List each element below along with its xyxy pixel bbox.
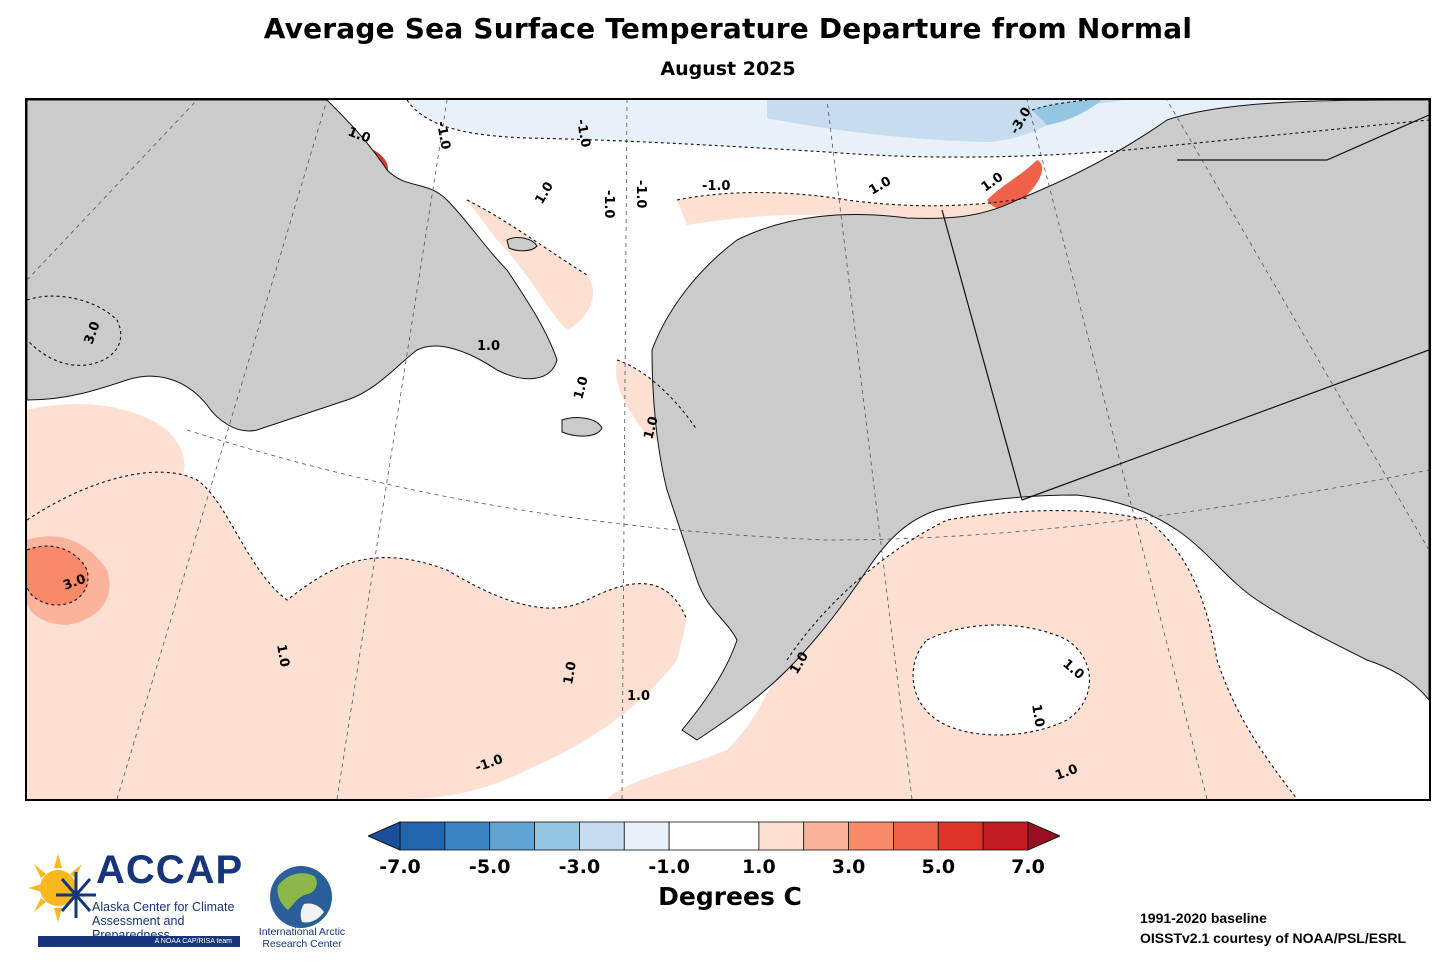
colorbar-bins [399,821,1029,851]
contour-label: 1.0 [627,689,650,704]
contour-label: 1.0 [867,174,894,199]
colorbar-bin [444,821,491,851]
map-subtitle: August 2025 [660,58,796,80]
high-anomaly-west [27,546,88,605]
iarc-name-line1: International Arctic [258,926,346,938]
land-layer [27,100,1429,741]
accap-subtitle-line1: Alaska Center for Climate [92,900,235,914]
contour-label: 3.0 [61,572,88,594]
cool-anomaly-core [1032,100,1102,125]
colorbar-tick-label: 3.0 [831,856,866,878]
data-source-note: OISSTv2.1 courtesy of NOAA/PSL/ESRL [1140,930,1407,946]
accap-tagline: A NOAA CAP/RISA team [38,936,240,947]
contour-label: -1.0 [433,120,453,151]
colorbar-tick-label: -5.0 [468,856,511,878]
warm-anomaly-chukchi [467,200,594,330]
warm-anomaly-beaufort [677,192,1037,225]
land-alaska [651,100,1429,741]
globe-icon [270,866,332,928]
contour-label: 1.0 [571,375,591,401]
warm-anomaly-bering-west [27,404,185,520]
colorbar-bin [399,821,446,851]
colorbar-label: Degrees C [658,882,802,911]
contour-label-layer: 1.0 1.0 1.0 1.0 1.0 1.0 1.0 1.0 1.0 1.0 … [61,105,1086,784]
sun-snowflake-icon [28,854,96,922]
colorbar-tick-label: -3.0 [558,856,601,878]
warm-anomaly-bering-south [27,472,687,799]
iarc-name: International Arctic Research Center [252,926,352,950]
border-lines [941,114,1429,501]
contour-label: 1.0 [477,339,500,354]
accap-logo: ACCAP Alaska Center for Climate Assessme… [28,848,258,952]
colorbar-bin [893,821,939,851]
colorbar-under-arrow [368,821,401,851]
contour-layer [27,100,1429,799]
contour-label: -1.0 [633,180,648,208]
colorbar-bin [803,821,849,851]
land-st-matthew-island [506,237,538,252]
colorbar-bin [982,821,1029,851]
colorbar-bin [623,821,670,851]
colorbar-tick-label: 1.0 [742,856,776,878]
contour-label: 1.0 [346,125,373,147]
contour-label: -1.0 [573,118,593,149]
anomaly-map: 1.0 1.0 1.0 1.0 1.0 1.0 1.0 1.0 1.0 1.0 … [25,98,1431,801]
high-anomaly-arctic-east [987,160,1043,210]
colorbar-tick-label: 5.0 [921,856,956,878]
iarc-name-line2: Research Center [262,938,342,950]
colorbar-bin [848,821,894,851]
colorbar-bin [937,821,984,851]
contour-label: 1.0 [273,643,292,668]
contour-label: -1.0 [601,190,616,218]
map-title: Average Sea Surface Temperature Departur… [263,12,1193,45]
map-canvas: 1.0 1.0 1.0 1.0 1.0 1.0 1.0 1.0 1.0 1.0 … [27,100,1429,799]
contour-label: 3.0 [82,320,104,347]
graticule-layer [27,100,1429,799]
land-st-lawrence-island [561,417,603,437]
contour-label: 1.0 [1028,703,1047,728]
colorbar-tick-label: 7.0 [1011,856,1045,878]
baseline-note: 1991-2020 baseline [1140,910,1267,926]
colorbar-bin [579,821,625,851]
neutral-gulf-pocket [913,625,1090,735]
colorbar-bin [758,821,805,851]
contour-label: -1.0 [702,179,730,194]
contour-label: 1.0 [561,660,580,685]
contour-label: 1.0 [641,415,661,441]
colorbar-tick-label: -1.0 [648,856,690,878]
colorbar-bin [489,821,535,851]
colorbar [368,821,1060,851]
contour-label: 1.0 [532,180,557,207]
colorbar-bin [668,821,760,851]
colorbar-bin [534,821,580,851]
colorbar-tick-label: -7.0 [379,856,421,878]
accap-wordmark: ACCAP [96,848,244,892]
colorbar-over-arrow [1027,821,1060,851]
land-siberia [27,100,558,432]
contour-label: 1.0 [1053,762,1080,784]
